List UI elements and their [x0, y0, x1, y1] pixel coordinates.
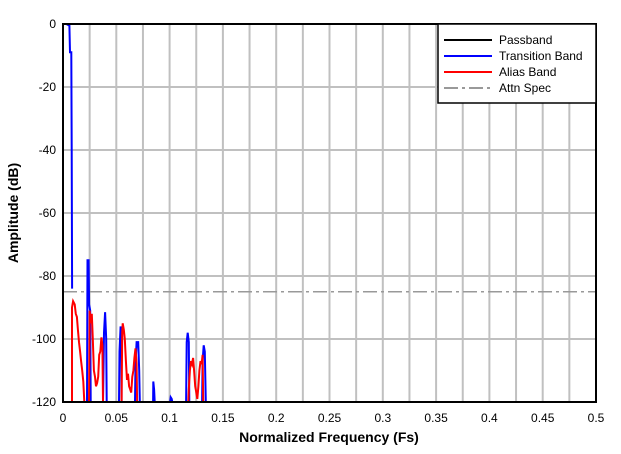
- x-tick-label: 0.4: [481, 411, 498, 425]
- x-tick-label: 0.2: [268, 411, 285, 425]
- x-tick-label: 0.5: [588, 411, 605, 425]
- series-line-segment: [169, 394, 174, 403]
- y-tick-label: 0: [49, 17, 56, 31]
- y-tick-label: -20: [39, 80, 57, 94]
- legend-box: [437, 23, 597, 104]
- y-tick-label: -100: [32, 332, 56, 346]
- series-alias-band: [71, 298, 205, 403]
- legend-label: Attn Spec: [499, 81, 551, 95]
- y-axis-title: Amplitude (dB): [5, 163, 21, 263]
- y-tick-label: -80: [39, 269, 57, 283]
- plot-area: [63, 23, 596, 403]
- plot-frame: [62, 23, 597, 403]
- x-tick-label: 0.45: [531, 411, 555, 425]
- series-line-segment: [102, 312, 108, 403]
- grid: [63, 24, 596, 402]
- series-line-segment: [187, 354, 205, 403]
- series-line-segment: [65, 23, 74, 289]
- x-tick-label: 0.25: [318, 411, 342, 425]
- series-line-segment: [71, 298, 86, 403]
- series-line-segment: [88, 310, 104, 403]
- y-tick-label: -40: [39, 143, 57, 157]
- y-tick-label: -60: [39, 206, 57, 220]
- legend-label: Transition Band: [499, 49, 583, 63]
- legend: Passband Transition Band Alias Band Attn Sp…: [437, 23, 597, 104]
- x-tick-label: 0.1: [161, 411, 178, 425]
- series-line-segment: [120, 323, 139, 403]
- x-tick-label: 0: [60, 411, 67, 425]
- x-tick-label: 0.05: [105, 411, 129, 425]
- x-tick-label: 0.35: [424, 411, 448, 425]
- series-line-segment: [134, 341, 141, 403]
- x-tick-labels: 0 0.05 0.1 0.15 0.2 0.25 0.3 0.35 0.4 0.45 0.5: [60, 411, 605, 425]
- x-tick-label: 0.15: [211, 411, 235, 425]
- legend-label: Passband: [499, 33, 552, 47]
- y-tick-label: -120: [32, 395, 56, 409]
- series-line-segment: [185, 332, 191, 403]
- legend-label: Alias Band: [499, 65, 556, 79]
- x-tick-label: 0.3: [374, 411, 391, 425]
- series-line-segment: [152, 381, 156, 403]
- y-tick-labels: 0 -20 -40 -60 -80 -100 -120: [32, 17, 56, 409]
- x-axis-title: Normalized Frequency (Fs): [239, 429, 419, 445]
